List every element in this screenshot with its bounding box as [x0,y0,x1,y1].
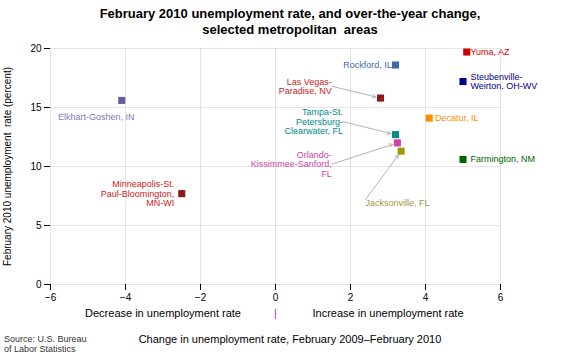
svg-text:0: 0 [273,292,279,303]
svg-text:Decrease in unemployment rate: Decrease in unemployment rate [85,307,241,319]
svg-text:February 2010 unemployment ra: February 2010 unemployment rate (percent… [2,67,13,266]
svg-text:10: 10 [30,161,42,172]
svg-text:−6: −6 [45,292,57,303]
svg-text:2: 2 [348,292,354,303]
html-text:February 2010 unemployment rat: February 2010 unemployment rate, and ove… [99,6,481,37]
svg-text:Orlando-Kissimmee-Sanford,FL: Orlando-Kissimmee-Sanford,FL [251,150,332,179]
svg-text:Las Vegas-Paradise, NV: Las Vegas-Paradise, NV [279,77,332,96]
svg-text:Increase in unemployment rate: Increase in unemployment rate [312,307,463,319]
html-text:Source: U.S. Bureau of Labor S: Source: U.S. Bureau of Labor Statistics [4,334,87,354]
svg-text:Tampa-St.Petersburg-Clearwater: Tampa-St.Petersburg-Clearwater, FL [284,107,343,136]
svg-text:Rockford, IL: Rockford, IL [343,60,392,70]
svg-text:Farmington, NM: Farmington, NM [471,154,536,164]
svg-text:Jacksonville, FL: Jacksonville, FL [366,198,430,208]
svg-text:|: | [274,307,277,319]
svg-text:Yuma, AZ: Yuma, AZ [471,47,511,57]
svg-text:0: 0 [36,279,42,290]
svg-text:4: 4 [423,292,429,303]
svg-text:15: 15 [30,102,42,113]
html-text:Change in unemployment rate, F: Change in unemployment rate, February 20… [138,333,442,345]
svg-text:5: 5 [36,220,42,231]
svg-text:6: 6 [498,292,504,303]
svg-text:Elkhart-Goshen, IN: Elkhart-Goshen, IN [58,112,135,122]
svg-text:−4: −4 [120,292,132,303]
svg-text:20: 20 [30,43,42,54]
svg-text:Steubenville-Weirton, OH-WV: Steubenville-Weirton, OH-WV [471,72,538,91]
svg-text:−2: −2 [195,292,207,303]
svg-text:Decatur, IL: Decatur, IL [435,113,479,123]
svg-text:Minneapolis-St.Paul-Bloomingto: Minneapolis-St.Paul-Bloomington,MN-WI [101,179,175,208]
